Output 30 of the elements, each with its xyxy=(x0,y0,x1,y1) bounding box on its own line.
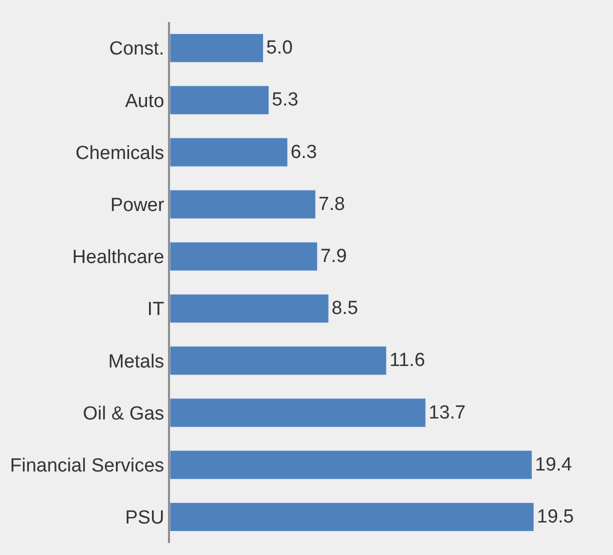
bar xyxy=(170,86,270,115)
y-tick-label: Const. xyxy=(109,38,164,60)
data-label: 11.6 xyxy=(389,350,426,372)
y-tick-label: Oil & Gas xyxy=(82,403,164,424)
bar xyxy=(170,346,387,376)
y-tick-label: Chemicals xyxy=(75,142,164,164)
bar xyxy=(170,294,329,324)
y-tick-label: IT xyxy=(147,299,165,320)
y-tick-label: Financial Services xyxy=(10,456,164,476)
data-label: 6.3 xyxy=(290,142,317,163)
bar xyxy=(170,242,318,272)
bar xyxy=(170,138,288,167)
data-label: 5.0 xyxy=(266,38,293,59)
data-label: 7.8 xyxy=(318,194,345,215)
y-tick-label: Healthcare xyxy=(72,247,164,268)
y-tick-label: Metals xyxy=(108,351,164,372)
y-tick-label: Auto xyxy=(125,90,164,112)
bar xyxy=(170,398,426,428)
data-label: 7.9 xyxy=(320,246,347,267)
y-tick-label: Power xyxy=(110,195,165,216)
bar xyxy=(170,450,532,480)
data-label: 13.7 xyxy=(428,402,466,424)
data-label: 19.4 xyxy=(535,454,572,476)
bar xyxy=(170,502,534,532)
y-tick-label: PSU xyxy=(125,508,164,529)
data-label: 19.5 xyxy=(536,506,574,528)
data-label: 8.5 xyxy=(332,298,358,320)
data-label: 5.3 xyxy=(272,90,298,111)
bar xyxy=(170,190,316,219)
bar xyxy=(170,33,264,63)
